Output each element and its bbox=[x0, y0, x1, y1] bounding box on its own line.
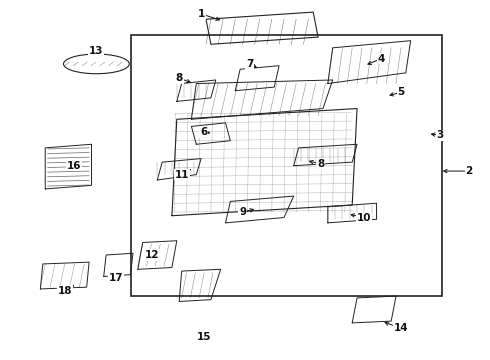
Text: 16: 16 bbox=[67, 161, 82, 171]
Text: 2: 2 bbox=[466, 166, 473, 176]
Text: 9: 9 bbox=[239, 207, 246, 217]
Text: 13: 13 bbox=[89, 46, 104, 57]
Text: 5: 5 bbox=[397, 87, 405, 98]
Text: 4: 4 bbox=[378, 54, 385, 64]
Text: 1: 1 bbox=[197, 9, 205, 19]
Text: 11: 11 bbox=[174, 170, 189, 180]
Text: 3: 3 bbox=[436, 130, 443, 140]
Text: 14: 14 bbox=[393, 323, 408, 333]
Text: 7: 7 bbox=[246, 59, 253, 69]
Text: 8: 8 bbox=[317, 159, 324, 169]
Text: 18: 18 bbox=[57, 286, 72, 296]
Text: 10: 10 bbox=[357, 212, 371, 222]
Text: 8: 8 bbox=[175, 73, 183, 83]
Text: 15: 15 bbox=[196, 332, 211, 342]
Text: 12: 12 bbox=[145, 250, 160, 260]
Text: 17: 17 bbox=[109, 273, 123, 283]
Text: 6: 6 bbox=[200, 127, 207, 137]
